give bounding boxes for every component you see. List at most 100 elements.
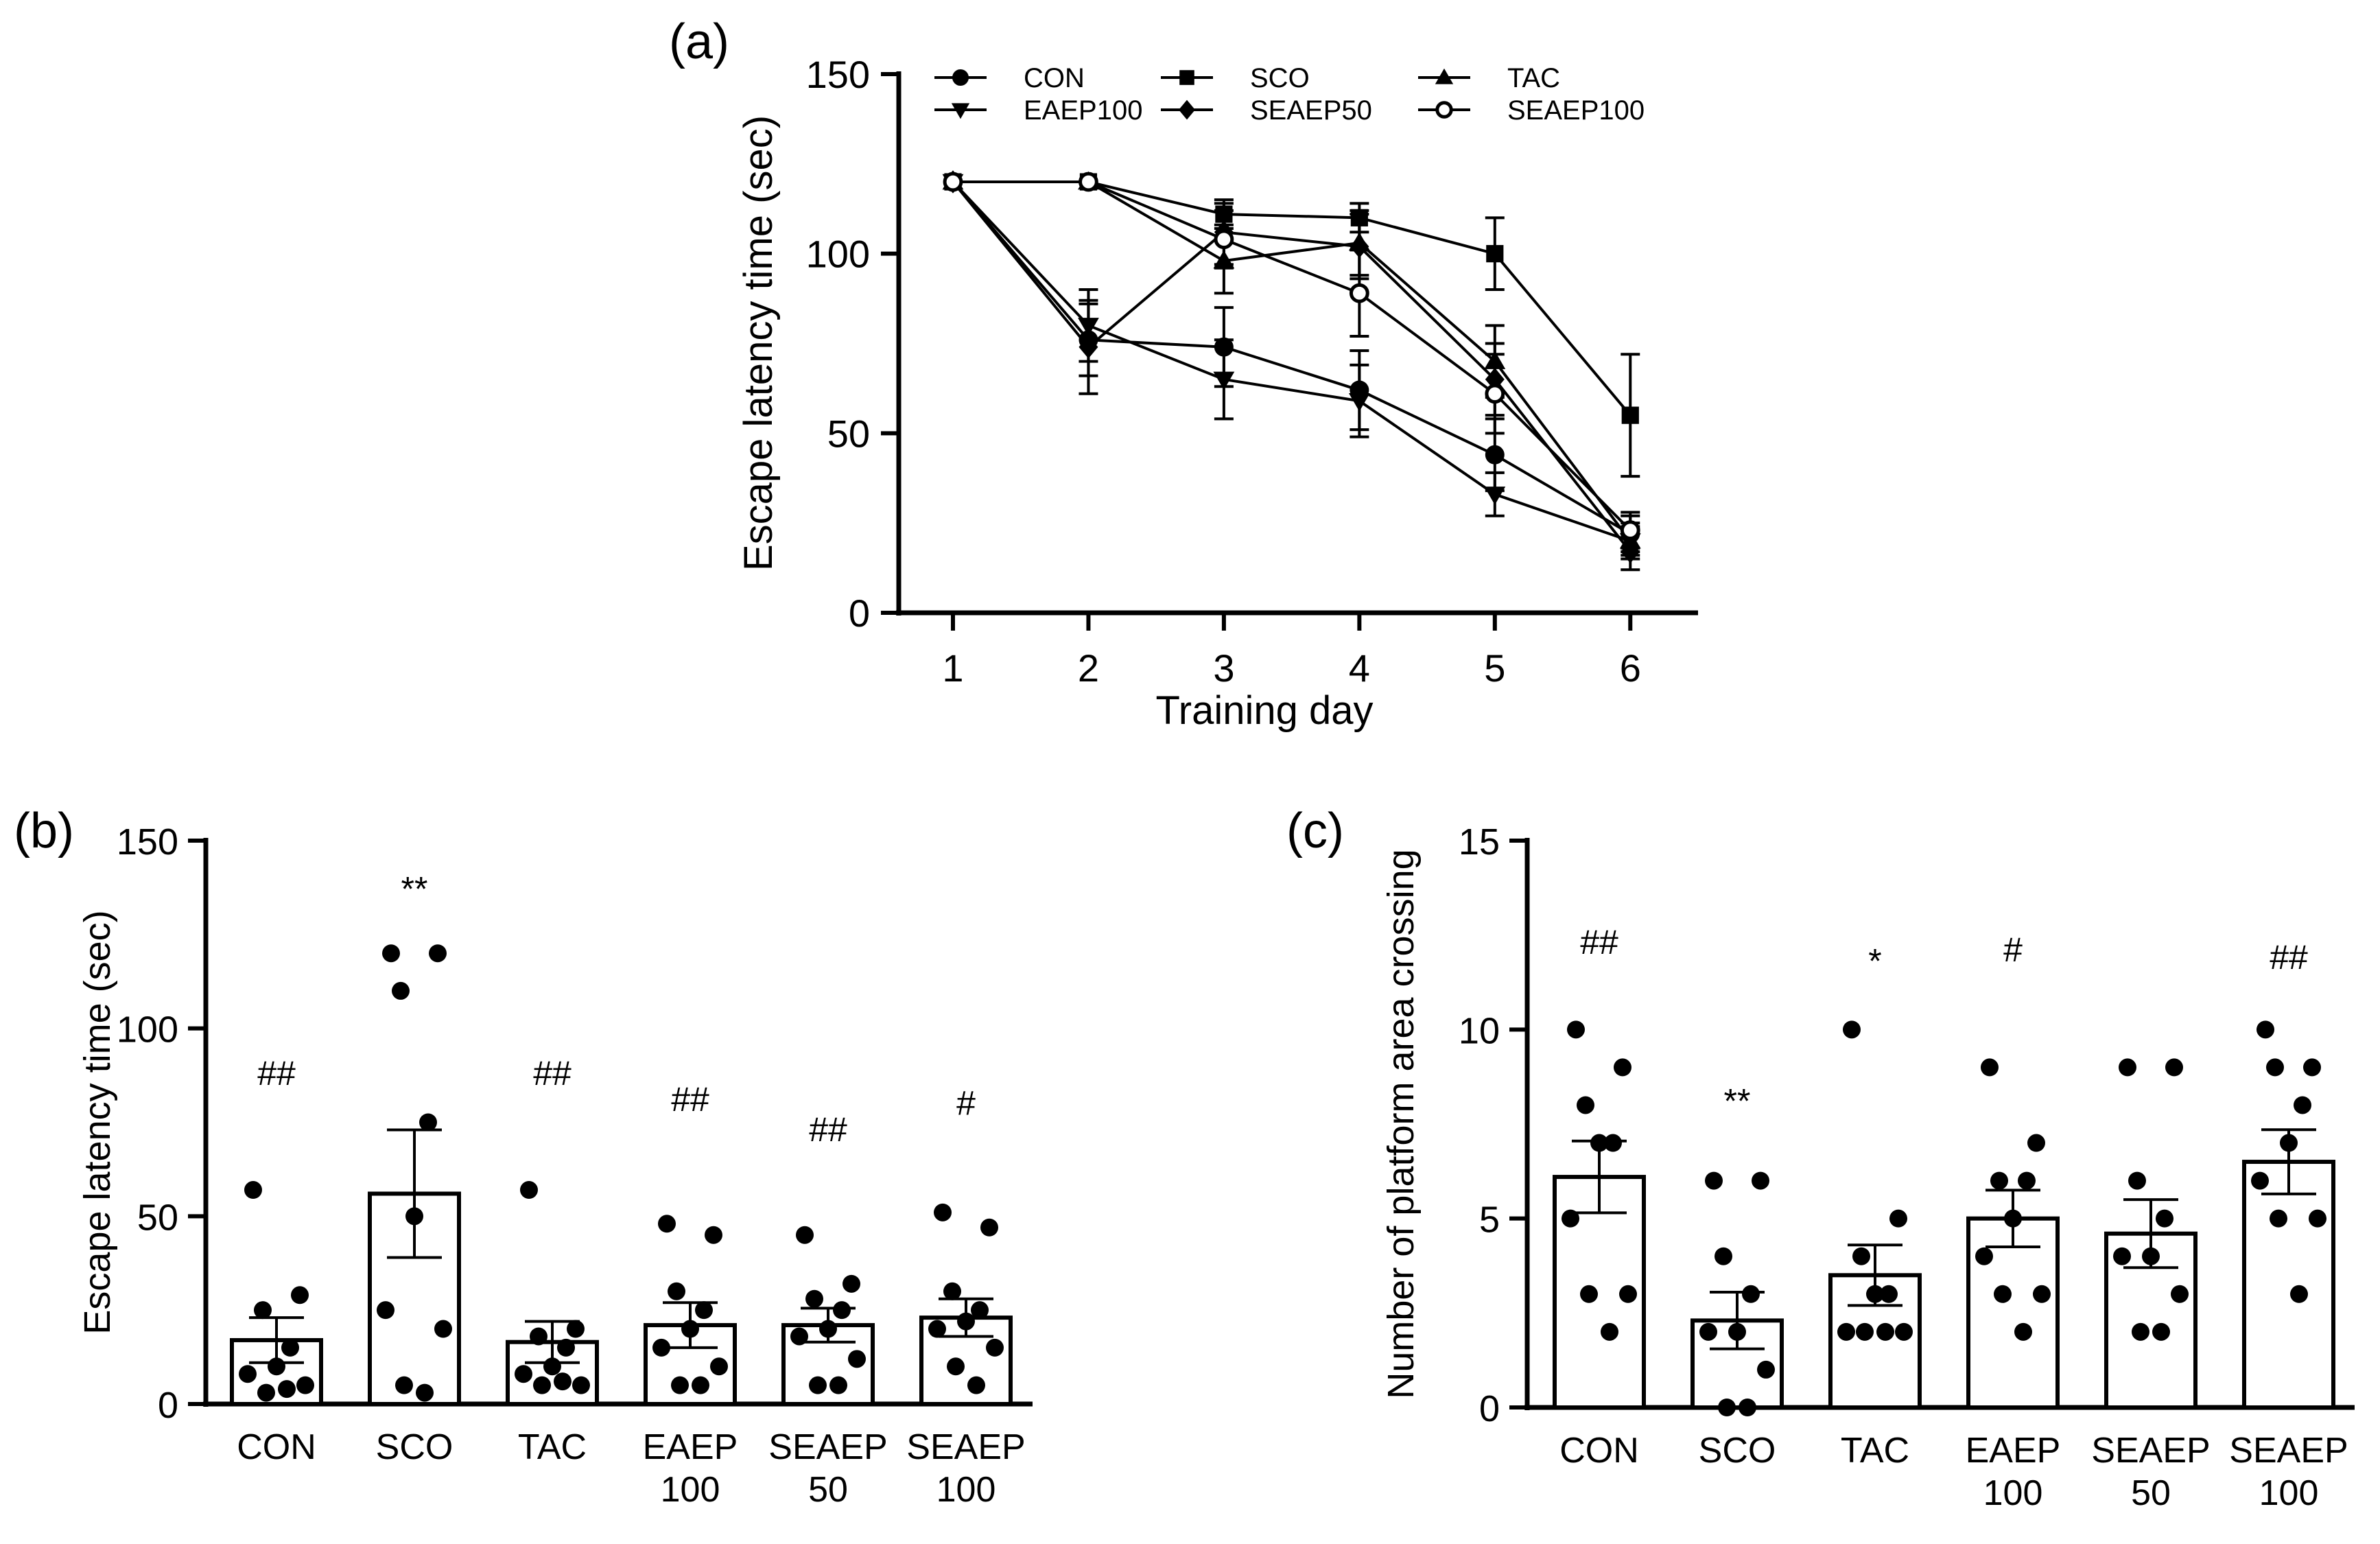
individual-data-point — [278, 1380, 296, 1399]
individual-data-point — [710, 1357, 728, 1376]
individual-data-point — [2027, 1134, 2045, 1152]
panel-b-label: (b) — [14, 804, 74, 858]
individual-data-point — [809, 1376, 827, 1394]
x-tick-label: SCO — [376, 1427, 453, 1467]
individual-data-point — [1580, 1285, 1598, 1303]
x-axis-title: Training day — [1155, 688, 1373, 733]
individual-data-point — [554, 1372, 572, 1391]
y-tick-label: 150 — [117, 821, 178, 863]
data-point — [1349, 283, 1369, 303]
legend-marker — [1435, 101, 1453, 119]
individual-data-point — [790, 1327, 808, 1346]
individual-data-point — [980, 1218, 998, 1237]
bar-group-1: ** SCO — [368, 870, 461, 1467]
x-tick-label: SEAEP — [768, 1427, 887, 1467]
panel-a-line-chart: (a) 0 50 100 150 1 2 3 4 5 6 Training day Escape lat… — [669, 14, 1698, 733]
individual-data-point — [2156, 1209, 2173, 1228]
bar-group-3: # EAEP100 — [1966, 931, 2061, 1513]
individual-data-point — [671, 1376, 689, 1394]
individual-data-point — [957, 1312, 975, 1331]
bar-group-1: ** SCO — [1690, 1081, 1784, 1471]
legend-label: TAC — [1507, 63, 1560, 93]
individual-data-point — [947, 1357, 965, 1376]
y-axis-title: Number of platform area crossing — [1380, 849, 1422, 1399]
legend-label: EAEP100 — [1024, 95, 1142, 126]
bar-group-0: ## CON — [230, 1054, 323, 1467]
y-tick-label: 15 — [1459, 821, 1500, 863]
individual-data-point — [1856, 1322, 1874, 1341]
legend-marker — [1179, 100, 1195, 120]
individual-data-point — [819, 1320, 837, 1338]
individual-data-point — [1705, 1171, 1723, 1190]
x-tick-label-line2: 100 — [936, 1470, 996, 1510]
individual-data-point — [2303, 1058, 2321, 1077]
individual-data-point — [2171, 1285, 2189, 1303]
individual-data-point — [1876, 1322, 1894, 1341]
data-point — [1621, 406, 1639, 424]
x-tick-label: EAEP — [1966, 1431, 2061, 1471]
individual-data-point — [530, 1327, 547, 1346]
individual-data-point — [416, 1383, 434, 1402]
data-point — [943, 172, 963, 192]
individual-data-point — [268, 1357, 285, 1376]
individual-data-point — [1601, 1322, 1618, 1341]
legend-marker — [952, 69, 969, 86]
individual-data-point — [429, 944, 447, 963]
individual-data-point — [943, 1282, 961, 1300]
x-tick-label-line2: 50 — [808, 1470, 848, 1510]
individual-data-point — [848, 1350, 866, 1368]
bar-group-0: ## CON — [1553, 923, 1646, 1471]
individual-data-point — [2142, 1247, 2160, 1265]
y-tick-label: 100 — [117, 1009, 178, 1051]
individual-data-point — [2280, 1134, 2298, 1152]
individual-data-point — [1994, 1285, 2012, 1303]
bar-group-5: ## SEAEP100 — [2229, 938, 2348, 1513]
data-point — [1079, 172, 1098, 192]
series-line — [952, 180, 1631, 535]
y-tick-label: 10 — [1459, 1010, 1500, 1051]
significance-marker: * — [1868, 942, 1881, 981]
x-tick-label: SEAEP — [2229, 1431, 2348, 1471]
data-point — [1350, 235, 1369, 258]
legend-label: SCO — [1250, 63, 1310, 93]
significance-marker: ## — [809, 1110, 847, 1149]
panel-a-label: (a) — [669, 14, 729, 69]
individual-data-point — [1852, 1247, 1870, 1265]
individual-data-point — [520, 1181, 538, 1200]
individual-data-point — [395, 1376, 413, 1394]
individual-data-point — [2290, 1285, 2308, 1303]
x-tick-label: CON — [237, 1427, 316, 1467]
individual-data-point — [239, 1365, 257, 1383]
individual-data-point — [257, 1383, 275, 1402]
individual-data-point — [833, 1301, 851, 1320]
individual-data-point — [1843, 1020, 1861, 1039]
significance-marker: ** — [1724, 1081, 1751, 1120]
individual-data-point — [533, 1376, 551, 1394]
data-point — [1485, 384, 1505, 404]
x-tick-label-line2: 100 — [661, 1470, 720, 1510]
individual-data-point — [692, 1376, 709, 1394]
individual-data-point — [681, 1320, 699, 1338]
individual-data-point — [557, 1338, 575, 1357]
individual-data-point — [1614, 1058, 1631, 1077]
individual-data-point — [1728, 1322, 1746, 1341]
individual-data-point — [1739, 1399, 1756, 1416]
individual-data-point — [986, 1338, 1004, 1357]
individual-data-point — [1889, 1209, 1907, 1228]
individual-data-point — [1990, 1171, 2008, 1190]
x-tick-label: SEAEP — [906, 1427, 1025, 1467]
y-axis-title: Escape latency time (sec) — [736, 115, 781, 571]
individual-data-point — [2266, 1058, 2284, 1077]
series-SEAEP100 — [943, 172, 1640, 550]
data-point — [1485, 445, 1505, 465]
x-tick-label-line2: 50 — [2131, 1473, 2171, 1513]
x-tick-label: SCO — [1699, 1431, 1776, 1471]
legend-label: SEAEP50 — [1250, 95, 1372, 126]
individual-data-point — [2113, 1247, 2131, 1265]
y-tick-label: 5 — [1479, 1200, 1500, 1241]
individual-data-point — [572, 1376, 590, 1394]
individual-data-point — [829, 1376, 847, 1394]
individual-data-point — [244, 1181, 262, 1200]
individual-data-point — [2251, 1171, 2269, 1190]
